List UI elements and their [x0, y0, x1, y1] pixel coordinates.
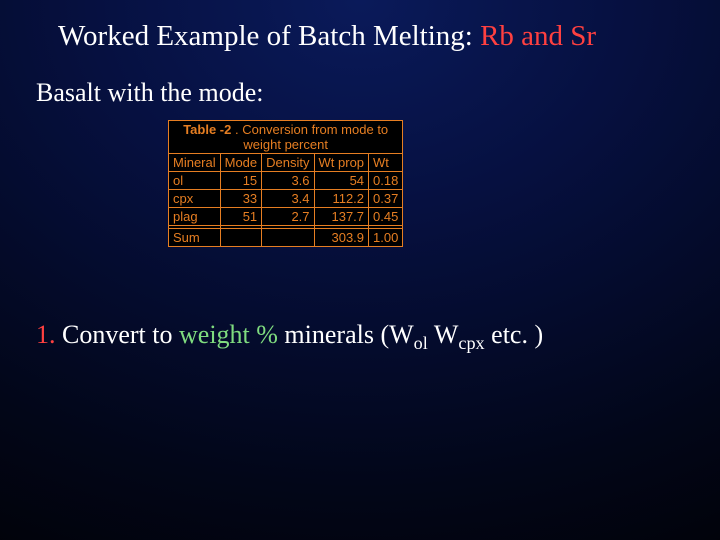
table-row: plag 51 2.7 137.7 0.45 — [169, 208, 403, 226]
table-row: ol 15 3.6 54 0.18 — [169, 172, 403, 190]
table-caption-label: Table -2 — [183, 122, 231, 137]
col-wtprop: Wt prop — [314, 154, 369, 172]
sum-empty — [262, 229, 314, 247]
sum-wtprop: 303.9 — [314, 229, 369, 247]
cell-mode: 33 — [220, 190, 262, 208]
page-title: Worked Example of Batch Melting: Rb and … — [58, 20, 596, 53]
cell-mineral: plag — [169, 208, 221, 226]
cell-wt: 0.37 — [369, 190, 403, 208]
col-density: Density — [262, 154, 314, 172]
cell-mode: 15 — [220, 172, 262, 190]
step-w2: Wcpx — [434, 320, 485, 349]
cell-mode: 51 — [220, 208, 262, 226]
table-row: cpx 33 3.4 112.2 0.37 — [169, 190, 403, 208]
cell-density: 2.7 — [262, 208, 314, 226]
step-w1: Wol — [389, 320, 428, 349]
cell-mineral: ol — [169, 172, 221, 190]
table: Table -2 . Conversion from mode to weigh… — [168, 120, 403, 247]
table-caption: Table -2 . Conversion from mode to weigh… — [169, 121, 403, 154]
cell-mineral: cpx — [169, 190, 221, 208]
page-subtitle: Basalt with the mode: — [36, 78, 263, 108]
cell-density: 3.4 — [262, 190, 314, 208]
step-line: 1. Convert to weight % minerals (Wol Wcp… — [36, 320, 543, 354]
sum-wt: 1.00 — [369, 229, 403, 247]
table-caption-text-1: Conversion from mode to — [242, 122, 388, 137]
col-wt: Wt — [369, 154, 403, 172]
title-accent: Rb and Sr — [480, 20, 596, 52]
cell-wtprop: 137.7 — [314, 208, 369, 226]
step-mid: minerals ( — [278, 320, 389, 349]
conversion-table: Table -2 . Conversion from mode to weigh… — [168, 120, 403, 247]
table-caption-text-2: weight percent — [243, 137, 328, 152]
table-header-row: Mineral Mode Density Wt prop Wt — [169, 154, 403, 172]
table-sum-row: Sum 303.9 1.00 — [169, 229, 403, 247]
step-prefix: Convert to — [56, 320, 180, 349]
cell-wt: 0.18 — [369, 172, 403, 190]
cell-wtprop: 54 — [314, 172, 369, 190]
step-highlight: weight % — [179, 320, 278, 349]
cell-density: 3.6 — [262, 172, 314, 190]
col-mineral: Mineral — [169, 154, 221, 172]
col-mode: Mode — [220, 154, 262, 172]
step-number: 1. — [36, 320, 56, 349]
table-caption-row: Table -2 . Conversion from mode to weigh… — [169, 121, 403, 154]
sum-empty — [220, 229, 262, 247]
title-prefix: Worked Example of Batch Melting: — [58, 20, 480, 52]
cell-wt: 0.45 — [369, 208, 403, 226]
step-suffix: etc. ) — [485, 320, 543, 349]
table-caption-sep: . — [231, 122, 242, 137]
sum-label: Sum — [169, 229, 221, 247]
cell-wtprop: 112.2 — [314, 190, 369, 208]
